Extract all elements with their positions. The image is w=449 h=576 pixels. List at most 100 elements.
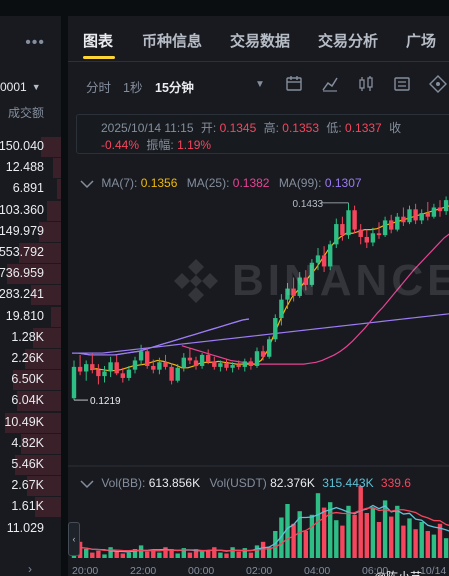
tab-chart[interactable]: 图表 — [83, 33, 114, 50]
candle-body — [267, 339, 272, 357]
candle-body — [96, 369, 101, 377]
candle-body — [273, 318, 278, 340]
order-row-amount[interactable]: 149.979 — [0, 223, 44, 238]
order-row-amount[interactable]: 5.46K — [11, 457, 44, 471]
interval-time-sharing[interactable]: 分时 — [86, 81, 112, 95]
candle-body — [126, 369, 132, 378]
order-row-amount[interactable]: 736.959 — [0, 266, 44, 281]
volume-bar — [230, 547, 235, 558]
candle-body — [279, 299, 284, 319]
precision-selector[interactable]: 0001 ▼ — [0, 80, 41, 94]
author-tag: @陈小艺 — [374, 568, 422, 576]
order-row-amount[interactable]: 11.029 — [6, 520, 44, 535]
candlestick-chart[interactable]: 0.1433 0.1219 20:00 22:00 00:00 02:00 04:00 06:… — [68, 106, 449, 576]
amplitude-label: 振幅: — [146, 138, 174, 152]
time-axis-label: 00:00 — [188, 565, 214, 576]
order-row-amount[interactable]: 12.488 — [5, 160, 44, 175]
close-label: 收 — [389, 121, 402, 135]
volume-bar — [370, 507, 376, 558]
low-price-label: 0.1219 — [90, 396, 121, 407]
high-value: 0.1353 — [282, 121, 319, 135]
low-label: 低: — [326, 121, 342, 135]
tab-trade-analysis[interactable]: 交易分析 — [318, 33, 379, 50]
candle-type-icon[interactable] — [356, 74, 376, 94]
tab-token-info[interactable]: 币种信息 — [142, 33, 203, 50]
candle-body — [236, 365, 241, 367]
order-row-amount[interactable]: 6.04K — [11, 393, 44, 408]
volume-bar — [212, 547, 217, 558]
interval-dropdown-icon[interactable]: ▼ — [255, 79, 265, 90]
volume-bar — [395, 505, 400, 558]
time-axis-label: 06:00 — [362, 565, 388, 576]
volume-bar — [151, 549, 156, 558]
tab-square[interactable]: 广场 — [406, 33, 437, 50]
chart-scroll-handle[interactable]: ‹ — [68, 522, 80, 556]
indicator-settings-icon[interactable] — [284, 74, 304, 94]
candle-body — [132, 360, 138, 370]
volume-bar — [163, 547, 168, 558]
visibility-toggle-icon[interactable] — [80, 179, 94, 189]
candle-body — [376, 233, 382, 236]
candle-body — [163, 362, 168, 367]
chart-canvas: 0.1433 0.1219 20:00 22:00 00:00 02:00 04:00 06:… — [68, 196, 449, 576]
order-book-panel: ••• 0001 ▼ 成交额 150.040 12.488 6.891 103.360… — [0, 16, 62, 576]
order-row-amount[interactable]: 6.50K — [11, 372, 44, 387]
open-value: 0.1345 — [219, 121, 257, 135]
order-row-amount[interactable]: 103.360 — [0, 202, 44, 217]
order-row-amount[interactable]: 283.241 — [0, 287, 44, 302]
order-row-amount[interactable]: 1.28K — [11, 329, 44, 344]
candle-body — [346, 210, 351, 236]
order-row-amount[interactable]: 6.891 — [12, 181, 44, 196]
order-row-amount[interactable]: 150.040 — [0, 139, 44, 153]
candle-body — [199, 354, 205, 366]
order-row-amount[interactable]: 10.49K — [4, 414, 44, 429]
depth-bar — [53, 158, 61, 179]
volume-bar — [425, 531, 430, 558]
order-row-amount[interactable]: 2.26K — [11, 351, 44, 365]
high-label: 高: — [263, 121, 279, 135]
layout-icon[interactable] — [392, 74, 412, 94]
more-options-icon[interactable]: ••• — [25, 34, 45, 51]
ma99-line-overlay — [72, 318, 249, 356]
visibility-toggle-icon[interactable] — [80, 479, 94, 489]
candle-body — [242, 361, 247, 367]
volume-bar — [206, 550, 211, 558]
depth-bar — [47, 200, 61, 221]
candle-body — [120, 373, 125, 378]
vol-usdt-value: 82.376K — [270, 476, 315, 490]
candle-body — [431, 207, 437, 217]
candle-body — [321, 255, 327, 267]
watermark-text: BINANCE — [232, 256, 449, 305]
order-row-amount[interactable]: 553.792 — [0, 245, 44, 259]
candle-body — [364, 236, 369, 243]
interval-1s[interactable]: 1秒 — [123, 81, 143, 95]
candle-body — [224, 363, 229, 368]
drawing-icon[interactable] — [320, 74, 340, 94]
depth-bar — [41, 137, 61, 157]
volume-bar — [285, 504, 290, 558]
more-icon[interactable] — [428, 74, 448, 94]
depth-bar — [7, 264, 61, 285]
order-row-amount[interactable]: 2.67K — [11, 478, 44, 493]
depth-bar — [51, 306, 61, 327]
chevron-right-icon[interactable]: › — [28, 562, 32, 576]
volume-bar — [279, 517, 284, 558]
volume-bar — [145, 551, 150, 558]
order-row-amount[interactable]: 19.810 — [5, 308, 44, 323]
tab-trade-data[interactable]: 交易数据 — [230, 33, 291, 50]
open-label: 开: — [200, 121, 217, 135]
interval-15m[interactable]: 15分钟 — [155, 81, 194, 95]
candle-body — [358, 229, 363, 237]
candle-body — [145, 351, 150, 366]
volume-bar — [419, 522, 424, 558]
volume-bar — [193, 549, 199, 558]
candle-body — [413, 209, 418, 221]
volume-bar — [352, 514, 357, 558]
candle-body — [114, 362, 119, 374]
candle-body — [340, 224, 345, 236]
depth-bar — [33, 327, 61, 348]
depth-bar — [31, 285, 61, 306]
order-row-amount[interactable]: 4.82K — [11, 435, 44, 450]
candle-body — [71, 366, 77, 399]
order-row-amount[interactable]: 1.61K — [11, 499, 44, 514]
